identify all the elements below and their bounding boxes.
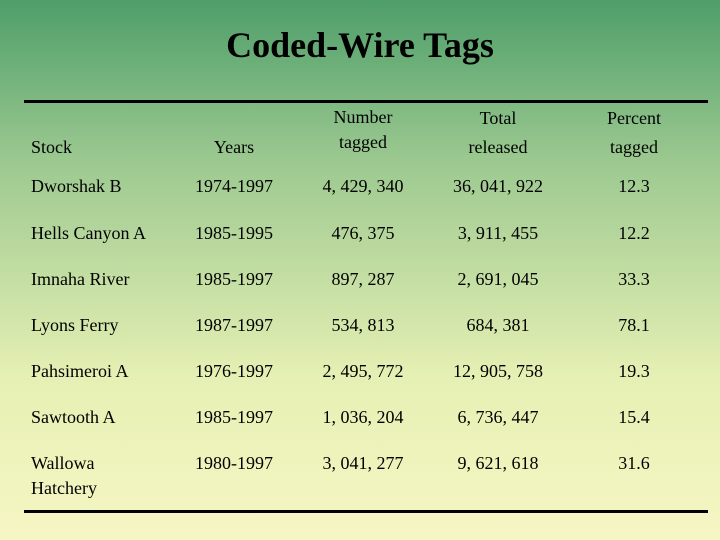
stock-name: Wallowa Hatchery <box>31 453 97 498</box>
table-cell: 1980-1997 <box>195 453 273 473</box>
table-cell: 12.3 <box>618 176 650 196</box>
table-cell: 78.1 <box>618 315 650 335</box>
table-cell: 31.6 <box>618 453 650 473</box>
slide-title: Coded-Wire Tags <box>226 25 494 65</box>
stock-name: Sawtooth A <box>31 407 116 427</box>
header-cell: Total <box>479 108 517 128</box>
table-cell: 1976-1997 <box>195 361 273 381</box>
table-cell: 534, 813 <box>331 315 395 335</box>
table-cell: 1987-1997 <box>195 315 273 335</box>
stock-name: Dworshak B <box>31 176 122 196</box>
table-cell: 1985-1997 <box>195 269 273 289</box>
table-cell: 3, 041, 277 <box>322 453 404 473</box>
table-cell: 476, 375 <box>331 223 395 243</box>
table-cell: 33.3 <box>618 269 650 289</box>
table-cell: 3, 911, 455 <box>457 223 539 243</box>
header-cell: Percent <box>607 108 661 128</box>
table-cell: 1985-1995 <box>195 223 273 243</box>
table-cell: 36, 041, 922 <box>453 176 543 196</box>
table-cell: 12.2 <box>618 223 650 243</box>
table-cell: 684, 381 <box>466 315 530 335</box>
stock-name: Imnaha River <box>31 269 130 289</box>
table-cell: 2, 691, 045 <box>457 269 539 289</box>
table-cell: 15.4 <box>618 407 650 427</box>
table-cell: 19.3 <box>618 361 650 381</box>
table-cell: 6, 736, 447 <box>457 407 539 427</box>
table-cell: 9, 621, 618 <box>457 453 539 473</box>
stock-name: Pahsimeroi A <box>31 361 129 381</box>
table-cell: 1985-1997 <box>195 407 273 427</box>
table-cell: 2, 495, 772 <box>322 361 404 381</box>
table-cell: 4, 429, 340 <box>322 176 404 196</box>
table-cell: 1, 036, 204 <box>322 407 404 427</box>
bottom-rule <box>24 510 708 513</box>
header-cell: tagged <box>339 132 387 152</box>
header-cell: Number <box>333 107 393 127</box>
header-cell: Stock <box>31 137 73 157</box>
top-rule <box>24 100 708 103</box>
header-cell: Years <box>213 137 255 157</box>
stock-name: Lyons Ferry <box>31 315 119 335</box>
header-cell: tagged <box>610 137 658 157</box>
header-cell: released <box>468 137 528 157</box>
stock-name: Hells Canyon A <box>31 223 146 243</box>
table-cell: 897, 287 <box>331 269 395 289</box>
table-cell: 1974-1997 <box>195 176 273 196</box>
table-cell: 12, 905, 758 <box>453 361 543 381</box>
